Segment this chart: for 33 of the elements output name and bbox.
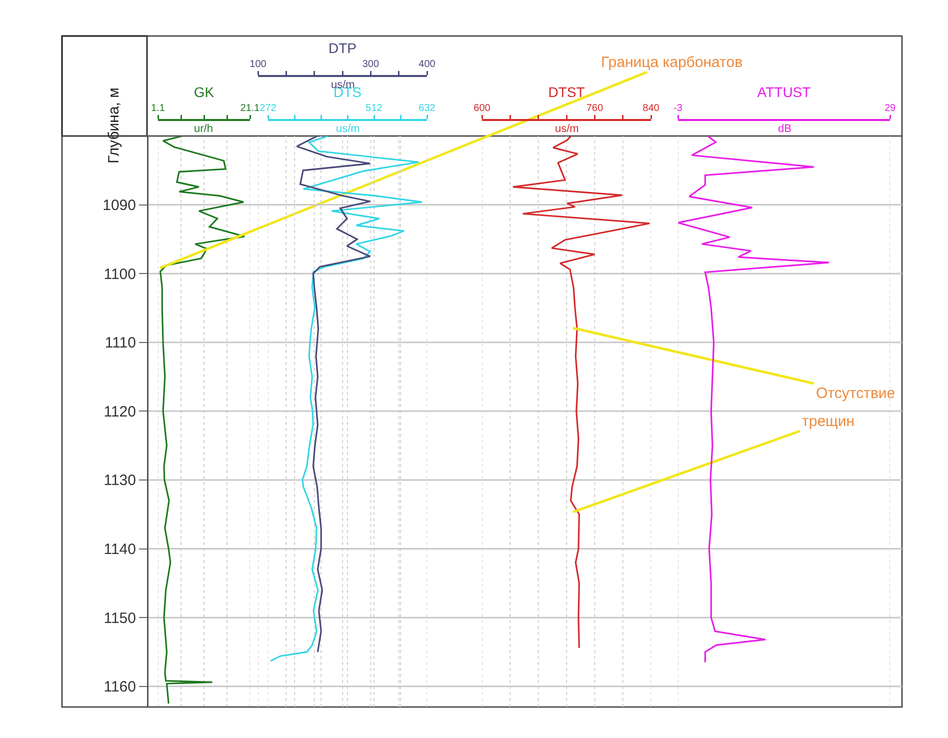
annotation: трещин — [802, 413, 855, 430]
y-tick-label: 1120 — [104, 403, 136, 420]
x-tick-label: 632 — [418, 103, 436, 114]
y-tick-label: 1090 — [102, 197, 136, 214]
text: Граница карбонатов — [601, 54, 743, 71]
y-tick-label: 1110 — [104, 334, 136, 352]
x-axis-title: dB — [778, 123, 792, 135]
x-tick-label: 272 — [260, 103, 277, 114]
y-tick-label: 1140 — [104, 541, 136, 558]
y-tick-label: 1150 — [104, 610, 136, 627]
x2-tick-label: 300 — [362, 59, 380, 70]
x2-tick-label: 100 — [250, 59, 267, 70]
text: ATTUST — [757, 84, 812, 100]
x-axis-title: us/m — [555, 123, 579, 135]
y-tick-label: 1100 — [104, 266, 136, 283]
x-tick-label: 760 — [586, 103, 604, 114]
text: DTP — [328, 40, 356, 56]
x-axis-title: ur/h — [194, 123, 213, 135]
x-tick-label: 840 — [642, 103, 660, 114]
y-axis-title: Глубина, м — [106, 88, 122, 164]
annotation: Отсутствие — [816, 385, 896, 402]
x-tick-label: 600 — [474, 103, 491, 114]
text: GK — [194, 84, 215, 100]
x-tick-label: 29 — [884, 103, 896, 114]
x-tick-label: 512 — [366, 103, 383, 114]
y-tick-label: 1160 — [104, 678, 136, 696]
y-tick-label: 1130 — [104, 472, 136, 490]
x2-tick-label: 400 — [418, 59, 436, 70]
x-tick-label: 1.1 — [151, 103, 166, 114]
x-tick-label: 21.1 — [240, 103, 260, 114]
x-axis-title: us/m — [336, 123, 360, 135]
x-tick-label: -3 — [674, 103, 683, 114]
text: DTST — [548, 84, 586, 100]
